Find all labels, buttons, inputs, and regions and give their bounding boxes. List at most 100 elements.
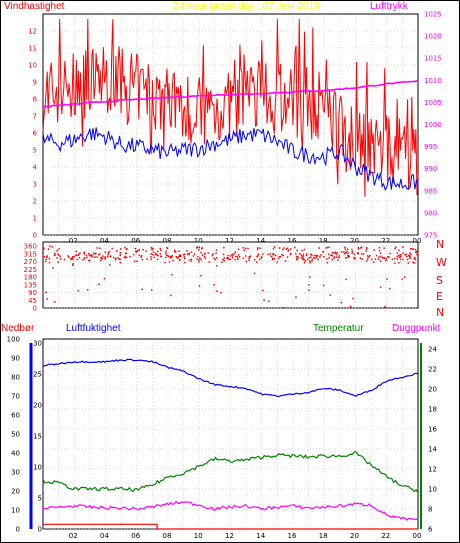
compass-label: N	[436, 306, 444, 319]
direction-point	[303, 262, 306, 264]
x-tick-label: 20	[350, 237, 359, 245]
direction-point	[233, 253, 235, 255]
direction-point	[140, 256, 142, 258]
direction-point	[396, 258, 399, 260]
direction-point	[380, 255, 382, 258]
direction-point	[375, 254, 378, 257]
direction-point	[151, 289, 153, 291]
direction-point	[335, 253, 338, 256]
direction-point	[262, 253, 264, 255]
direction-point	[242, 247, 244, 249]
direction-point	[89, 259, 91, 262]
direction-point	[72, 258, 74, 260]
direction-point	[134, 247, 137, 250]
direction-point	[72, 264, 74, 266]
temp-axes: 0102030405060708090100051015202530681012…	[7, 336, 438, 541]
direction-point	[272, 248, 275, 250]
direction-point	[378, 247, 381, 249]
direction-point	[184, 261, 186, 264]
direction-point	[366, 247, 368, 249]
direction-point	[256, 255, 258, 258]
direction-point	[160, 255, 162, 257]
direction-point	[340, 301, 342, 304]
direction-point	[111, 247, 113, 250]
direction-point	[308, 289, 310, 291]
y-right-tick-label: 985	[424, 187, 437, 195]
direction-point	[201, 247, 203, 250]
direction-point	[223, 260, 225, 262]
direction-point	[170, 255, 172, 258]
direction-point	[196, 258, 198, 260]
direction-point	[124, 246, 126, 249]
x-tick-label: 18	[319, 237, 328, 245]
temp-tick-label: 16	[428, 426, 437, 434]
direction-point	[338, 256, 340, 259]
direction-point	[273, 258, 276, 260]
direction-point	[229, 258, 232, 261]
x-tick-label: 04	[100, 237, 109, 245]
temp-tick-label: 6	[428, 526, 433, 534]
direction-point	[175, 251, 177, 253]
direction-point	[141, 255, 143, 257]
direction-point	[322, 284, 325, 287]
direction-point	[301, 257, 303, 260]
direction-point	[379, 252, 382, 254]
direction-points	[43, 245, 418, 309]
direction-point	[320, 254, 322, 256]
direction-point	[272, 253, 274, 255]
direction-point	[93, 252, 95, 255]
direction-point	[352, 297, 354, 300]
humidity-label: Luftfuktighet	[66, 323, 121, 334]
direction-point	[108, 250, 111, 253]
direction-point	[360, 246, 363, 248]
direction-point	[257, 253, 260, 255]
x-tick-label: 22	[381, 237, 390, 245]
direction-point	[125, 252, 128, 255]
direction-point	[99, 247, 101, 249]
direction-point	[334, 251, 337, 253]
x-tick-label: 22	[381, 532, 390, 540]
dewpoint-line	[42, 500, 419, 521]
direction-point	[133, 260, 136, 263]
direction-point	[314, 254, 316, 257]
direction-point	[190, 251, 193, 253]
direction-point	[344, 246, 346, 248]
direction-point	[378, 256, 380, 258]
direction-point	[402, 252, 404, 254]
direction-point	[343, 251, 345, 253]
direction-point	[230, 255, 232, 257]
direction-point	[399, 255, 402, 258]
direction-point	[331, 255, 334, 257]
direction-point	[184, 257, 186, 260]
x-tick-label: 02	[69, 532, 78, 540]
direction-point	[190, 258, 193, 260]
direction-point	[196, 246, 199, 248]
direction-point	[51, 246, 53, 248]
direction-point	[124, 257, 126, 259]
direction-point	[309, 256, 312, 258]
direction-point	[283, 247, 285, 249]
direction-point	[281, 254, 283, 256]
direction-point	[367, 258, 369, 260]
direction-point	[223, 257, 225, 259]
direction-point	[316, 254, 318, 257]
direction-point	[117, 257, 119, 259]
direction-point	[63, 258, 66, 261]
y-tick-label: 315	[24, 250, 37, 258]
direction-point	[362, 253, 365, 255]
direction-point	[207, 252, 210, 254]
direction-point	[303, 248, 306, 251]
temp-tick-label: 12	[428, 466, 437, 474]
direction-point	[247, 247, 249, 250]
direction-point	[216, 265, 218, 267]
direction-point	[306, 258, 309, 261]
direction-point	[285, 248, 288, 250]
direction-point	[360, 247, 362, 249]
direction-point	[82, 258, 84, 261]
direction-point	[151, 253, 154, 256]
direction-point	[286, 256, 289, 258]
direction-point	[198, 246, 201, 249]
direction-point	[199, 257, 201, 259]
direction-point	[141, 258, 144, 261]
